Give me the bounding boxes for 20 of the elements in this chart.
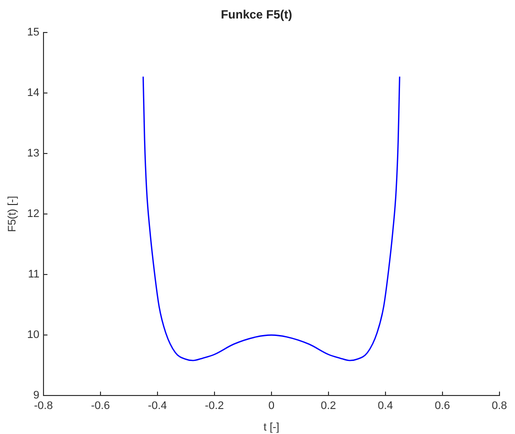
line-series <box>142 76 400 362</box>
y-tick-label: 12 <box>27 208 40 220</box>
y-tick-label: 15 <box>27 26 40 38</box>
x-tick-label: -0.6 <box>90 400 110 412</box>
x-tick-label: -0.2 <box>204 400 224 412</box>
x-tick-label: 0.6 <box>434 400 450 412</box>
y-tick-label: 9 <box>33 390 40 402</box>
x-axis-title: t [-] <box>263 421 280 434</box>
x-tick-label: 0.2 <box>320 400 336 412</box>
y-tick-label: 11 <box>28 268 40 281</box>
x-tick-label: -0.4 <box>148 400 167 412</box>
chart-title: Funkce F5(t) <box>220 8 292 22</box>
x-tick-label: -0.8 <box>34 400 53 412</box>
y-tick-label: 14 <box>27 86 40 99</box>
y-tick-label: 10 <box>27 329 40 342</box>
y-tick-label: 13 <box>27 148 40 160</box>
x-tick-label: 0.8 <box>492 400 508 412</box>
x-tick-label: 0 <box>268 400 274 412</box>
x-tick-label: 0.4 <box>378 400 394 412</box>
y-axis-title: F5(t) [-] <box>6 196 19 232</box>
